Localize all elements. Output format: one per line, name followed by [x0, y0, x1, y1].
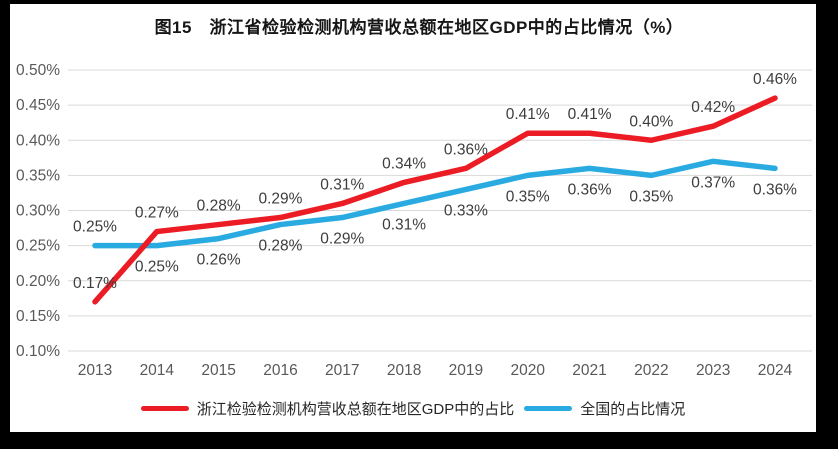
x-tick-label: 2021 [572, 362, 606, 379]
x-tick-label: 2024 [758, 362, 793, 379]
data-label: 0.33% [444, 202, 488, 219]
x-tick-label: 2020 [510, 362, 545, 379]
x-tick-label: 2022 [634, 362, 668, 379]
data-label: 0.28% [258, 238, 302, 255]
data-label: 0.35% [629, 188, 673, 205]
y-tick-label: 0.45% [16, 97, 60, 114]
legend-label-national: 全国的占比情况 [580, 401, 686, 418]
series-line [92, 95, 778, 305]
data-label: 0.36% [568, 181, 612, 198]
data-label: 0.42% [691, 99, 735, 116]
y-tick-label: 0.30% [16, 203, 60, 220]
data-label: 0.25% [135, 259, 179, 276]
scan-border-right [816, 0, 838, 449]
data-label: 0.37% [691, 174, 735, 191]
data-label: 0.26% [197, 252, 241, 269]
data-label: 0.40% [629, 113, 673, 130]
x-tick-label: 2018 [387, 362, 421, 379]
data-label: 0.35% [506, 188, 550, 205]
x-tick-label: 2014 [140, 362, 175, 379]
data-label: 0.31% [320, 176, 364, 193]
x-tick-label: 2016 [263, 362, 297, 379]
data-label: 0.34% [382, 155, 426, 172]
legend-line-blue-icon [524, 406, 573, 411]
data-label: 0.28% [197, 198, 241, 215]
y-tick-label: 0.10% [16, 343, 60, 360]
y-tick-label: 0.20% [16, 273, 60, 290]
x-tick-label: 2015 [201, 362, 235, 379]
scan-border-top [0, 0, 818, 4]
y-tick-label: 0.40% [16, 132, 60, 149]
data-label: 0.41% [506, 106, 550, 123]
series-line [92, 158, 778, 249]
x-tick-label: 2019 [449, 362, 483, 379]
chart-title: 图15 浙江省检验检测机构营收总额在地区GDP中的占比情况（%） [154, 18, 684, 37]
data-label: 0.17% [73, 275, 117, 292]
legend-item-national: 全国的占比情况 [524, 398, 685, 419]
data-label: 0.41% [568, 106, 612, 123]
legend-label-zhejiang: 浙江检验检测机构营收总额在地区GDP中的占比 [196, 401, 515, 418]
legend-line-red-icon [140, 406, 189, 411]
data-label: 0.36% [444, 141, 488, 158]
data-label: 0.31% [382, 216, 426, 233]
data-label: 0.36% [753, 181, 797, 198]
scan-border-left [0, 0, 10, 449]
x-tick-label: 2013 [78, 362, 112, 379]
x-tick-label: 2023 [696, 362, 730, 379]
y-tick-label: 0.15% [16, 308, 60, 325]
data-label: 0.29% [258, 191, 302, 208]
chart-legend: 浙江检验检测机构营收总额在地区GDP中的占比 全国的占比情况 [10, 398, 816, 419]
y-tick-label: 0.35% [16, 167, 60, 184]
scan-border-bottom [0, 432, 838, 449]
y-tick-label: 0.25% [16, 238, 60, 255]
legend-item-zhejiang: 浙江检验检测机构营收总额在地区GDP中的占比 [140, 398, 515, 419]
data-label: 0.27% [135, 205, 179, 222]
x-tick-label: 2017 [325, 362, 359, 379]
data-label: 0.46% [753, 71, 797, 88]
data-label: 0.25% [73, 219, 117, 236]
y-tick-label: 0.50% [16, 62, 60, 79]
data-label: 0.29% [320, 231, 364, 248]
